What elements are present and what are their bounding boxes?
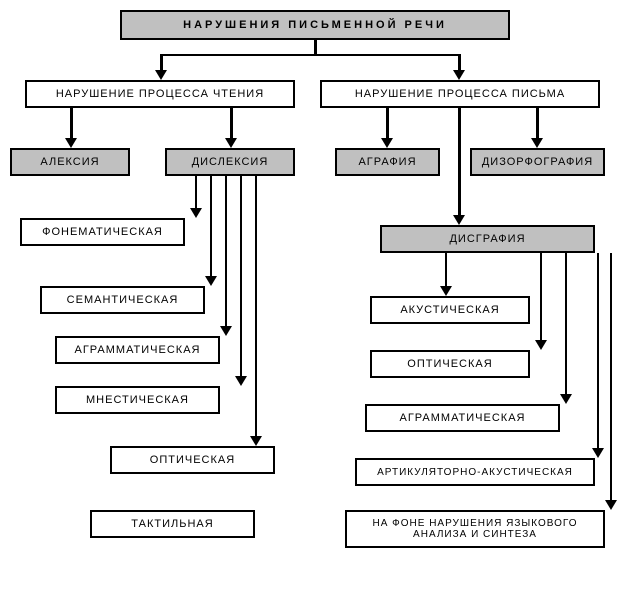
node-optic2: ОПТИЧЕСКАЯ: [370, 350, 530, 378]
label: ДИСЛЕКСИЯ: [192, 156, 269, 168]
label: НАРУШЕНИЕ ПРОЦЕССА ЧТЕНИЯ: [56, 88, 264, 100]
arrow: [220, 326, 232, 336]
node-analysis: НА ФОНЕ НАРУШЕНИЯ ЯЗЫКОВОГО АНАЛИЗА И СИ…: [345, 510, 605, 548]
edge: [458, 108, 461, 216]
node-root: НАРУШЕНИЯ ПИСЬМЕННОЙ РЕЧИ: [120, 10, 510, 40]
arrow: [205, 276, 217, 286]
arrow: [250, 436, 262, 446]
label: АРТИКУЛЯТОРНО-АКУСТИЧЕСКАЯ: [377, 467, 573, 478]
edge: [458, 54, 461, 71]
arrow: [592, 448, 604, 458]
arrow: [535, 340, 547, 350]
label: ДИСГРАФИЯ: [449, 233, 525, 245]
node-dyslexia: ДИСЛЕКСИЯ: [165, 148, 295, 176]
edge: [565, 253, 567, 395]
label: СЕМАНТИЧЕСКАЯ: [67, 294, 179, 306]
edge: [240, 176, 242, 377]
edge: [610, 253, 612, 501]
arrow: [605, 500, 617, 510]
node-phonematic: ФОНЕМАТИЧЕСКАЯ: [20, 218, 185, 246]
edge: [70, 108, 73, 138]
arrow: [453, 70, 465, 80]
edge: [314, 40, 317, 55]
edge: [540, 253, 542, 341]
edge: [160, 54, 163, 71]
label: ОПТИЧЕСКАЯ: [407, 358, 492, 370]
node-alexia: АЛЕКСИЯ: [10, 148, 130, 176]
node-optic1: ОПТИЧЕСКАЯ: [110, 446, 275, 474]
arrow: [155, 70, 167, 80]
label: ДИЗОРФОГРАФИЯ: [482, 156, 593, 168]
arrow: [381, 138, 393, 148]
label: АКУСТИЧЕСКАЯ: [400, 304, 499, 316]
arrow: [225, 138, 237, 148]
node-acoustic: АКУСТИЧЕСКАЯ: [370, 296, 530, 324]
node-mnestic: МНЕСТИЧЕСКАЯ: [55, 386, 220, 414]
arrow: [560, 394, 572, 404]
label: ОПТИЧЕСКАЯ: [150, 454, 235, 466]
node-semantic: СЕМАНТИЧЕСКАЯ: [40, 286, 205, 314]
node-dysorth: ДИЗОРФОГРАФИЯ: [470, 148, 605, 176]
edge: [597, 253, 599, 449]
node-agrammatic1: АГРАММАТИЧЕСКАЯ: [55, 336, 220, 364]
edge: [195, 176, 197, 209]
node-dysgraphia: ДИСГРАФИЯ: [380, 225, 595, 253]
node-agrammatic2: АГРАММАТИЧЕСКАЯ: [365, 404, 560, 432]
label: ТАКТИЛЬНАЯ: [131, 518, 213, 530]
edge: [230, 108, 233, 138]
arrow: [235, 376, 247, 386]
label: АГРАФИЯ: [358, 156, 416, 168]
label: АГРАММАТИЧЕСКАЯ: [400, 412, 526, 424]
edge: [210, 176, 212, 277]
node-tactile: ТАКТИЛЬНАЯ: [90, 510, 255, 538]
edge: [160, 54, 460, 56]
node-writing: НАРУШЕНИЕ ПРОЦЕССА ПИСЬМА: [320, 80, 600, 108]
node-agraphia: АГРАФИЯ: [335, 148, 440, 176]
arrow: [65, 138, 77, 148]
arrow: [453, 215, 465, 225]
edge: [386, 108, 389, 138]
label: АЛЕКСИЯ: [40, 156, 99, 168]
arrow: [440, 286, 452, 296]
edge: [255, 176, 257, 437]
node-reading: НАРУШЕНИЕ ПРОЦЕССА ЧТЕНИЯ: [25, 80, 295, 108]
label: ФОНЕМАТИЧЕСКАЯ: [42, 226, 163, 238]
node-articul: АРТИКУЛЯТОРНО-АКУСТИЧЕСКАЯ: [355, 458, 595, 486]
label: НАРУШЕНИЕ ПРОЦЕССА ПИСЬМА: [355, 88, 565, 100]
label-root: НАРУШЕНИЯ ПИСЬМЕННОЙ РЕЧИ: [183, 19, 447, 31]
edge: [445, 253, 447, 287]
label: МНЕСТИЧЕСКАЯ: [86, 394, 189, 406]
label: НА ФОНЕ НАРУШЕНИЯ ЯЗЫКОВОГО АНАЛИЗА И СИ…: [351, 518, 599, 540]
edge: [225, 176, 227, 327]
arrow: [190, 208, 202, 218]
arrow: [531, 138, 543, 148]
label: АГРАММАТИЧЕСКАЯ: [75, 344, 201, 356]
edge: [536, 108, 539, 138]
